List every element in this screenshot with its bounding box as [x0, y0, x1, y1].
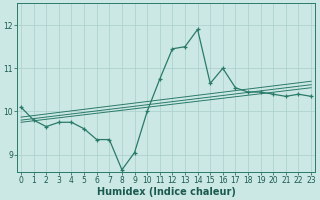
X-axis label: Humidex (Indice chaleur): Humidex (Indice chaleur): [97, 187, 236, 197]
